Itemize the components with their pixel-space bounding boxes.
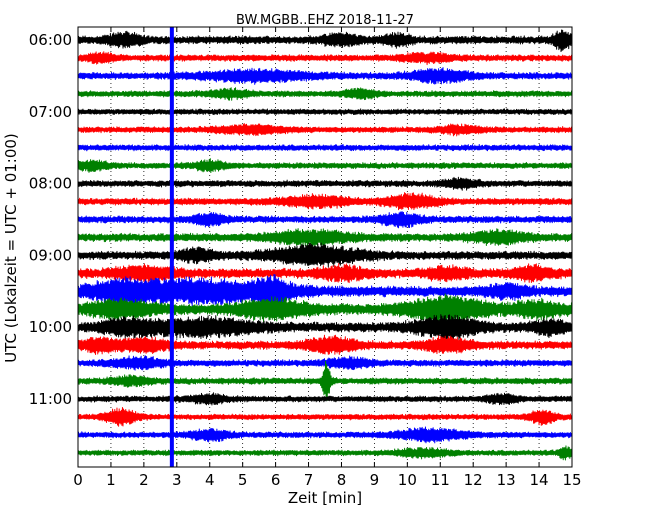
seismic-trace bbox=[77, 334, 573, 355]
x-tick-label: 5 bbox=[238, 471, 248, 489]
seismic-trace bbox=[77, 360, 573, 402]
x-tick-label: 1 bbox=[106, 471, 116, 489]
x-tick-label: 3 bbox=[172, 471, 182, 489]
x-tick-label: 7 bbox=[304, 471, 314, 489]
x-tick-label: 9 bbox=[370, 471, 380, 489]
x-tick-label: 6 bbox=[271, 471, 281, 489]
seismic-trace bbox=[77, 144, 573, 152]
seismic-trace bbox=[77, 192, 573, 211]
seismic-trace bbox=[77, 29, 573, 53]
x-tick-label: 14 bbox=[530, 471, 549, 489]
seismic-trace bbox=[77, 273, 573, 309]
seismic-trace bbox=[77, 426, 573, 444]
x-tick-label: 2 bbox=[139, 471, 149, 489]
x-tick-label: 11 bbox=[431, 471, 450, 489]
seismic-trace bbox=[77, 392, 573, 406]
chart-title: BW.MGBB..EHZ 2018-11-27 bbox=[236, 13, 414, 28]
seismic-trace bbox=[77, 293, 573, 324]
x-tick-label: 8 bbox=[337, 471, 347, 489]
x-tick-label: 10 bbox=[398, 471, 417, 489]
x-tick-label: 13 bbox=[497, 471, 516, 489]
seismic-trace bbox=[77, 211, 573, 229]
seismic-trace bbox=[77, 87, 573, 101]
seismic-trace bbox=[77, 445, 573, 461]
x-axis-label: Zeit [min] bbox=[288, 489, 362, 507]
seismic-trace bbox=[77, 123, 573, 137]
x-tick-label: 0 bbox=[73, 471, 83, 489]
seismic-trace bbox=[77, 314, 573, 342]
y-tick-label: 08:00 bbox=[29, 175, 72, 193]
seismic-trace bbox=[77, 108, 573, 116]
x-tick-label: 4 bbox=[205, 471, 215, 489]
seismic-trace bbox=[77, 263, 573, 284]
seismic-trace bbox=[77, 407, 573, 427]
x-tick-label: 12 bbox=[464, 471, 483, 489]
seismic-trace bbox=[77, 228, 573, 248]
y-tick-label: 09:00 bbox=[29, 246, 72, 264]
y-tick-label: 11:00 bbox=[29, 390, 72, 408]
plot-frame bbox=[77, 26, 573, 468]
seismic-trace bbox=[77, 51, 573, 66]
seismic-trace bbox=[77, 176, 573, 191]
y-tick-label: 07:00 bbox=[29, 103, 72, 121]
y-axis-label: UTC (Lokalzeit = UTC + 01:00) bbox=[2, 133, 20, 363]
seismic-trace bbox=[77, 67, 573, 85]
plot-area: 0 1 2 3 4 5 6 7 8 9 10 11 12 13 14 1506:0007:0008:0009:… bbox=[29, 26, 582, 489]
seismic-trace bbox=[77, 158, 573, 174]
y-tick-label: 10:00 bbox=[29, 318, 72, 336]
y-tick-label: 06:00 bbox=[29, 31, 72, 49]
seismic-trace bbox=[77, 242, 573, 268]
x-tick-label: 15 bbox=[562, 471, 581, 489]
